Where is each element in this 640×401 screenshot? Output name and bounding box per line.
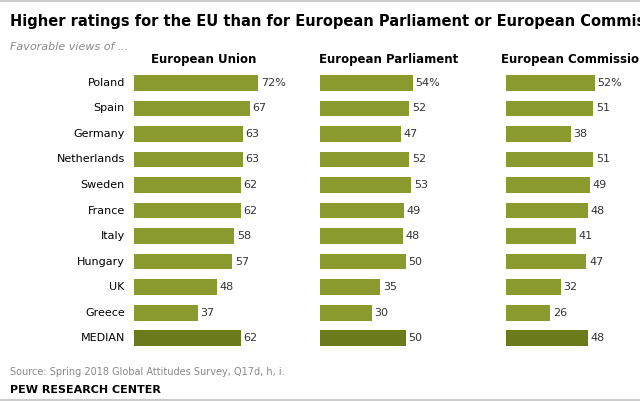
Text: Spain: Spain bbox=[93, 103, 125, 113]
Text: Favorable views of ...: Favorable views of ... bbox=[10, 42, 128, 52]
Text: 58: 58 bbox=[237, 231, 251, 241]
Text: 48: 48 bbox=[220, 282, 234, 292]
Bar bbox=[506, 203, 588, 219]
Bar bbox=[506, 152, 593, 167]
Title: European Parliament: European Parliament bbox=[319, 53, 458, 66]
Text: MEDIAN: MEDIAN bbox=[81, 333, 125, 343]
Bar bbox=[320, 254, 406, 269]
Bar bbox=[134, 177, 241, 193]
Bar bbox=[134, 75, 259, 91]
Bar bbox=[320, 279, 380, 295]
Bar bbox=[506, 228, 576, 244]
Bar bbox=[506, 330, 588, 346]
Bar bbox=[320, 177, 411, 193]
Text: 63: 63 bbox=[245, 154, 259, 164]
Text: 62: 62 bbox=[244, 180, 258, 190]
Bar bbox=[506, 126, 571, 142]
Text: 32: 32 bbox=[563, 282, 577, 292]
Text: UK: UK bbox=[109, 282, 125, 292]
Text: Higher ratings for the EU than for European Parliament or European Commission: Higher ratings for the EU than for Europ… bbox=[10, 14, 640, 29]
Bar bbox=[506, 279, 561, 295]
Text: Netherlands: Netherlands bbox=[56, 154, 125, 164]
Text: 52: 52 bbox=[412, 154, 426, 164]
Bar bbox=[320, 101, 410, 116]
Bar bbox=[320, 75, 413, 91]
Text: France: France bbox=[88, 206, 125, 215]
Bar bbox=[320, 203, 404, 219]
Text: 51: 51 bbox=[596, 154, 610, 164]
Text: 63: 63 bbox=[245, 129, 259, 139]
Bar bbox=[506, 75, 595, 91]
Bar bbox=[320, 305, 372, 320]
Text: 50: 50 bbox=[408, 333, 422, 343]
Bar bbox=[134, 126, 243, 142]
Bar bbox=[134, 305, 198, 320]
Title: European Union: European Union bbox=[150, 53, 256, 66]
Text: 72%: 72% bbox=[261, 78, 285, 88]
Text: 47: 47 bbox=[403, 129, 418, 139]
Text: 54%: 54% bbox=[415, 78, 440, 88]
Text: Germany: Germany bbox=[74, 129, 125, 139]
Bar bbox=[320, 330, 406, 346]
Text: 50: 50 bbox=[408, 257, 422, 267]
Bar bbox=[134, 101, 250, 116]
Text: Poland: Poland bbox=[88, 78, 125, 88]
Bar bbox=[134, 228, 234, 244]
Bar bbox=[506, 254, 586, 269]
Bar bbox=[320, 228, 403, 244]
Bar bbox=[134, 330, 241, 346]
Text: 41: 41 bbox=[579, 231, 593, 241]
Text: 62: 62 bbox=[244, 206, 258, 215]
Text: PEW RESEARCH CENTER: PEW RESEARCH CENTER bbox=[10, 385, 161, 395]
Text: 49: 49 bbox=[593, 180, 607, 190]
Text: 67: 67 bbox=[252, 103, 266, 113]
Text: 52: 52 bbox=[412, 103, 426, 113]
Bar bbox=[134, 152, 243, 167]
Text: Sweden: Sweden bbox=[81, 180, 125, 190]
Text: 53: 53 bbox=[413, 180, 428, 190]
Text: 48: 48 bbox=[591, 206, 605, 215]
Text: 37: 37 bbox=[200, 308, 215, 318]
Bar bbox=[134, 254, 232, 269]
Bar bbox=[134, 279, 217, 295]
Text: 51: 51 bbox=[596, 103, 610, 113]
Text: 49: 49 bbox=[407, 206, 421, 215]
Text: 38: 38 bbox=[573, 129, 588, 139]
Bar bbox=[506, 305, 550, 320]
Text: Greece: Greece bbox=[85, 308, 125, 318]
Text: Hungary: Hungary bbox=[77, 257, 125, 267]
Text: 48: 48 bbox=[591, 333, 605, 343]
Bar bbox=[506, 177, 590, 193]
Title: European Commission: European Commission bbox=[501, 53, 640, 66]
Text: Source: Spring 2018 Global Attitudes Survey, Q17d, h, i.: Source: Spring 2018 Global Attitudes Sur… bbox=[10, 367, 284, 377]
Bar bbox=[134, 203, 241, 219]
Text: 26: 26 bbox=[553, 308, 567, 318]
Text: 57: 57 bbox=[235, 257, 249, 267]
Text: 52%: 52% bbox=[598, 78, 622, 88]
Text: 35: 35 bbox=[383, 282, 397, 292]
Bar bbox=[506, 101, 593, 116]
Text: 48: 48 bbox=[405, 231, 419, 241]
Text: 47: 47 bbox=[589, 257, 604, 267]
Bar bbox=[320, 126, 401, 142]
Text: Italy: Italy bbox=[100, 231, 125, 241]
Text: 62: 62 bbox=[244, 333, 258, 343]
Text: 30: 30 bbox=[374, 308, 388, 318]
Bar bbox=[320, 152, 410, 167]
